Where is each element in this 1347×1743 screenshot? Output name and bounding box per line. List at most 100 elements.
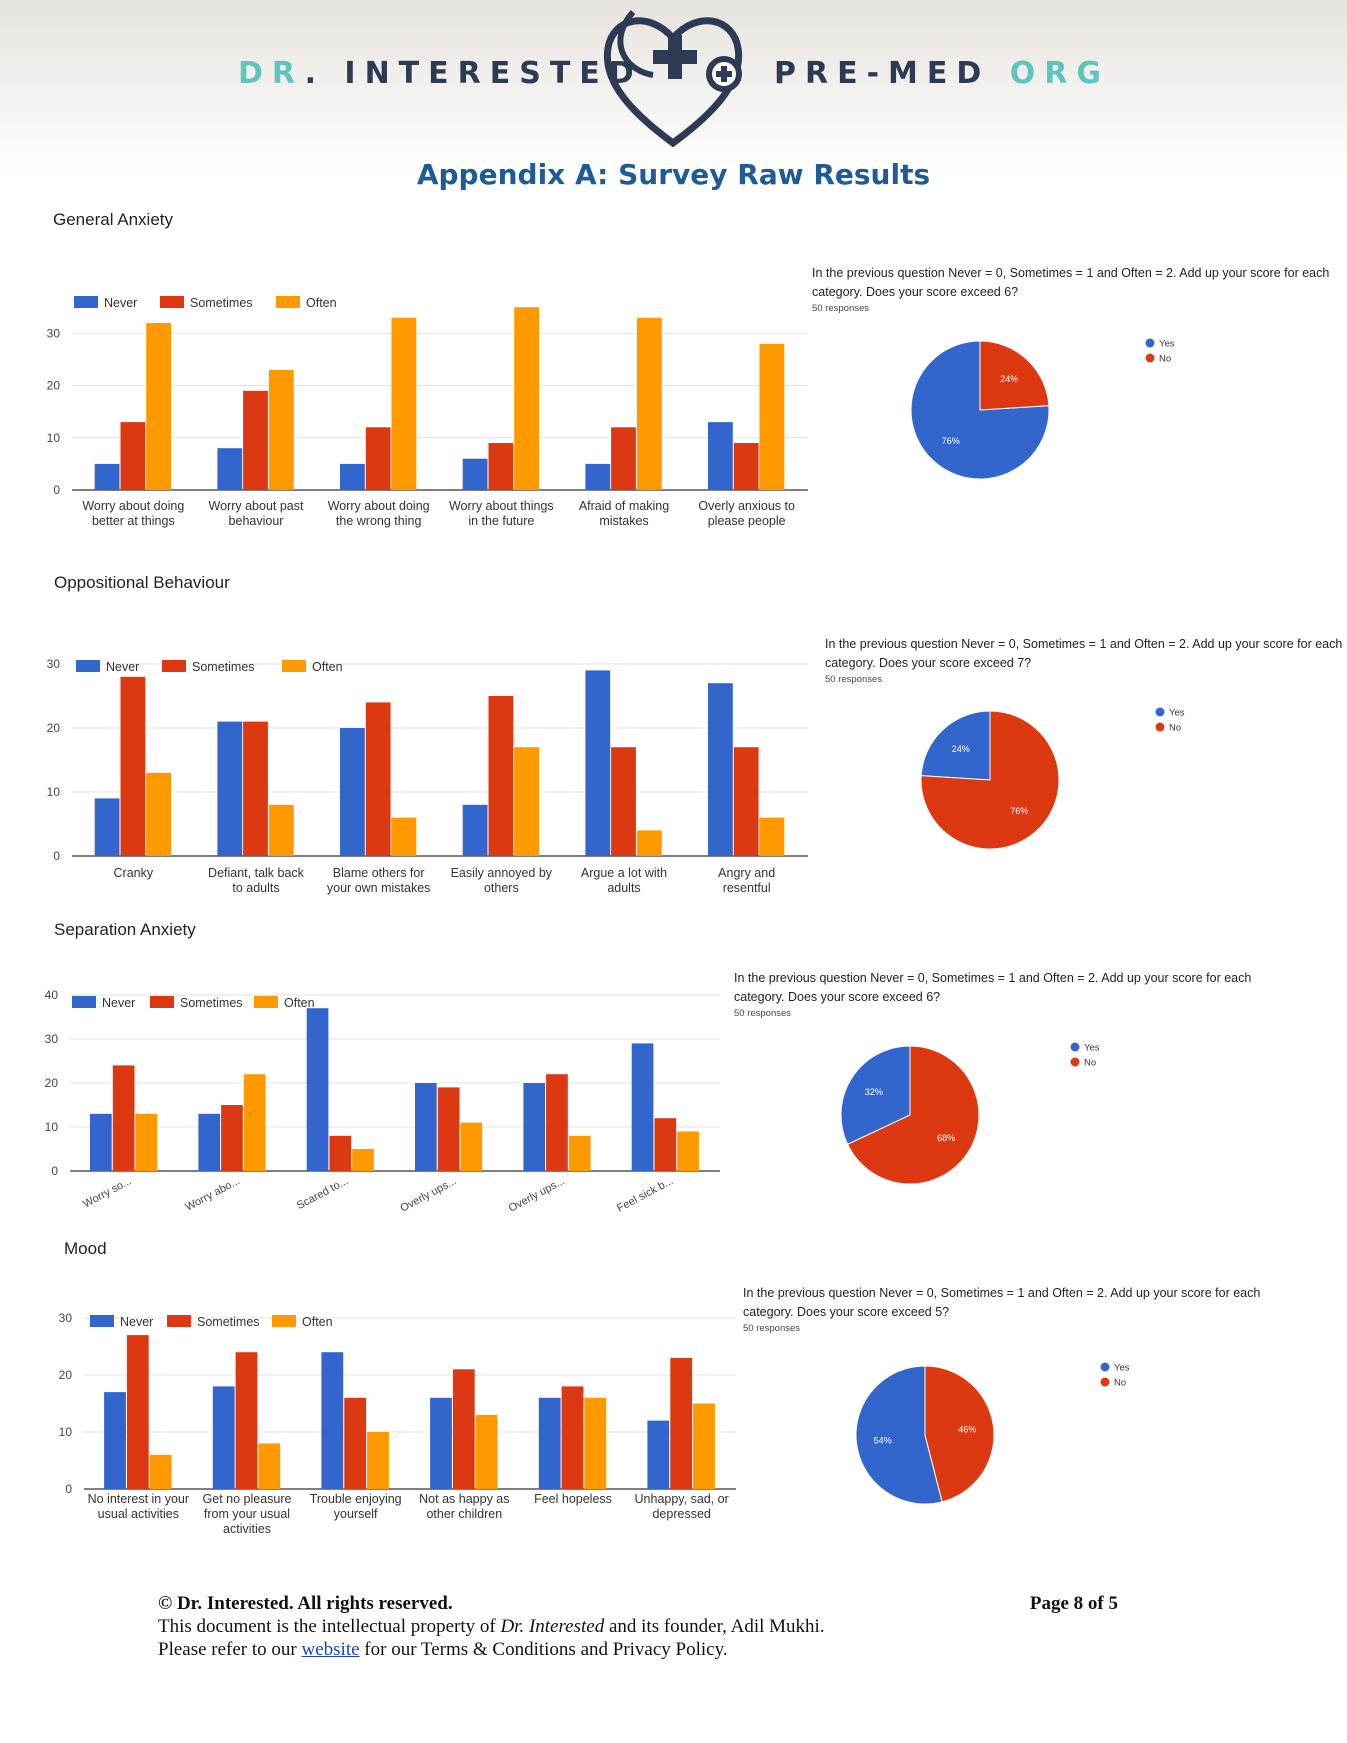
legend-dot-yes (1145, 338, 1155, 348)
bar-often (268, 369, 294, 490)
legend-label-never: Never (120, 1315, 153, 1329)
x-tick-label: Overly ups... (507, 1175, 567, 1215)
bar-never (94, 798, 120, 856)
bar-often (584, 1397, 607, 1489)
bar-sometimes (452, 1369, 475, 1489)
bar-sometimes (611, 747, 636, 856)
legend-label-no: No (1114, 1378, 1126, 1389)
terms-text-b: for our Terms & Conditions and Privacy P… (359, 1639, 728, 1660)
legend-label-yes: Yes (1084, 1043, 1100, 1054)
pie-question-block-1: In the previous question Never = 0, Some… (812, 264, 1332, 314)
y-tick-label: 20 (47, 379, 61, 393)
x-tick-label: Worry abo... (184, 1175, 242, 1214)
bar-sometimes (365, 702, 391, 856)
bar-often (514, 307, 539, 490)
brand-right-a: PRE-MED (774, 56, 991, 91)
y-tick-label: 10 (45, 1120, 59, 1134)
bar-often (367, 1432, 389, 1489)
x-tick-label: depressed (652, 1507, 710, 1521)
bar-never (523, 1083, 546, 1171)
bar-often (677, 1131, 699, 1171)
pie-data-label: 68% (937, 1133, 955, 1143)
x-tick-label: your own mistakes (327, 881, 431, 895)
y-tick-label: 30 (59, 1311, 73, 1325)
bar-never (585, 463, 611, 490)
bar-sometimes (243, 721, 268, 856)
y-tick-label: 40 (45, 988, 59, 1002)
bar-sometimes (488, 443, 514, 490)
bar-sometimes (733, 747, 759, 856)
pie-question-block-4: In the previous question Never = 0, Some… (743, 1284, 1263, 1334)
bar-sometimes (546, 1074, 568, 1171)
y-tick-label: 20 (47, 721, 61, 735)
legend-swatch-sometimes (160, 296, 184, 308)
legend-label-often: Often (306, 296, 337, 310)
pie-responses: 50 responses (743, 1323, 801, 1334)
bar-never (212, 1386, 235, 1489)
bar-never (585, 670, 611, 856)
y-tick-label: 0 (53, 483, 60, 497)
y-tick-label: 10 (47, 431, 61, 445)
bar-often (146, 772, 171, 856)
bar-often (135, 1113, 158, 1171)
legend-swatch-often (276, 296, 300, 308)
bar-often (475, 1414, 498, 1489)
x-tick-label: to adults (232, 881, 279, 895)
legend-label-no: No (1084, 1058, 1096, 1069)
terms-text-a: Please refer to our (158, 1639, 302, 1660)
bar-often (636, 317, 662, 490)
legend-label-often: Often (312, 660, 343, 674)
x-tick-label: Trouble enjoying (310, 1492, 402, 1506)
x-tick-label: Overly anxious to (698, 499, 795, 513)
x-tick-label: Defiant, talk back (208, 866, 305, 880)
x-tick-label: others (484, 881, 519, 895)
ownership-line: This document is the intellectual proper… (158, 1615, 1118, 1638)
x-tick-label: activities (223, 1522, 271, 1536)
copyright-notice: © Dr. Interested. All rights reserved. (158, 1593, 453, 1614)
bar-sometimes (329, 1135, 352, 1171)
pie-question-block-3: In the previous question Never = 0, Some… (734, 969, 1254, 1019)
bar-never (217, 448, 243, 490)
y-tick-label: 0 (51, 1164, 58, 1178)
x-tick-label: Worry so... (81, 1175, 133, 1210)
bar-never (306, 1008, 329, 1171)
bar-sometimes (733, 443, 759, 490)
x-tick-label: the wrong thing (336, 514, 422, 528)
bar-sometimes (611, 427, 636, 490)
x-tick-label: Worry about doing (82, 499, 184, 513)
pie-data-label: 76% (1010, 806, 1028, 816)
bar-sometimes (488, 696, 514, 856)
x-tick-label: from your usual (204, 1507, 290, 1521)
y-tick-label: 10 (47, 785, 61, 799)
x-tick-label: resentful (723, 881, 771, 895)
bar-never (415, 1083, 437, 1171)
section-title-separation-anxiety: Separation Anxiety (54, 920, 196, 939)
brand-left: DR. INTERESTED (238, 56, 643, 91)
page-title: Appendix A: Survey Raw Results (416, 158, 931, 191)
legend-label-sometimes: Sometimes (190, 296, 253, 310)
y-tick-label: 20 (45, 1076, 59, 1090)
x-tick-label: Get no pleasure (203, 1492, 292, 1506)
brand-left-b: . INTERESTED (304, 56, 643, 91)
bar-often (258, 1443, 281, 1489)
section-title-mood: Mood (64, 1239, 107, 1258)
legend-swatch-often (282, 660, 306, 672)
x-tick-label: Afraid of making (579, 499, 669, 513)
pie-data-label: 24% (1000, 374, 1018, 384)
pie-data-label: 32% (865, 1087, 883, 1097)
pie-slice-yes (855, 1365, 943, 1505)
y-tick-label: 10 (59, 1425, 73, 1439)
x-tick-label: Not as happy as (419, 1492, 509, 1506)
bar-often (391, 817, 417, 856)
ownership-text-b: and its founder, Adil Mukhi. (604, 1616, 825, 1637)
legend-label-no: No (1159, 354, 1171, 365)
legend-dot-yes (1070, 1042, 1080, 1052)
website-link[interactable]: website (301, 1639, 360, 1660)
pie-responses: 50 responses (825, 674, 883, 685)
y-tick-label: 30 (45, 1032, 59, 1046)
x-tick-label: yourself (334, 1507, 378, 1521)
bar-sometimes (344, 1397, 367, 1489)
bar-sometimes (120, 676, 146, 856)
pie-slice-yes (920, 710, 991, 781)
